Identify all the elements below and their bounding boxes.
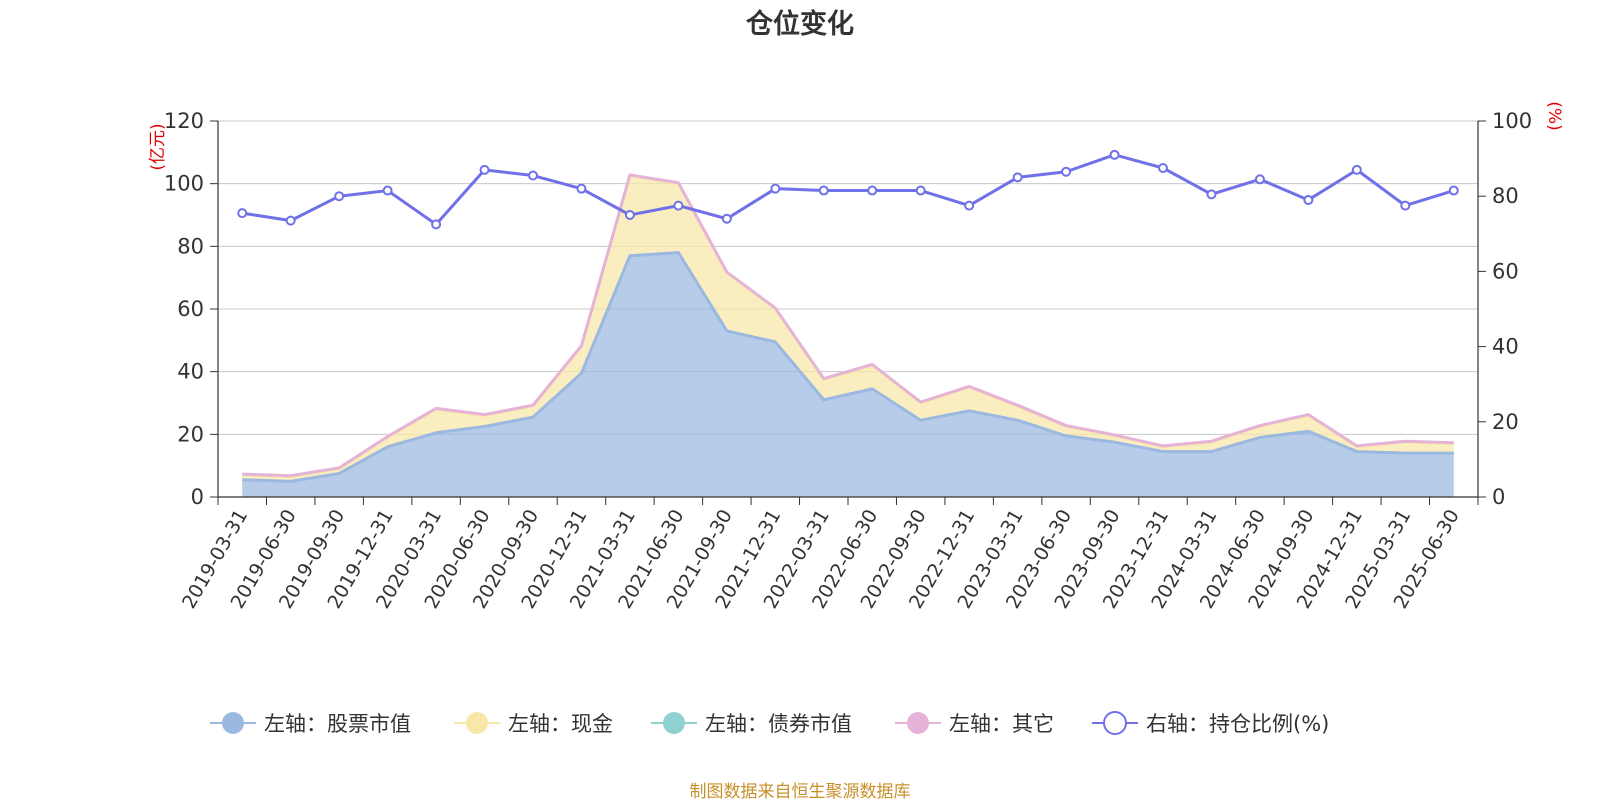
chart-title: 仓位变化 xyxy=(745,8,854,40)
ratio-point xyxy=(721,213,732,224)
ratio-point xyxy=(1158,163,1168,173)
left-tick-label: 120 xyxy=(164,109,204,133)
area-line-4 xyxy=(242,173,1454,478)
ratio-point xyxy=(1303,194,1314,205)
right-tick-label: 60 xyxy=(1492,259,1519,283)
right-tick-label: 80 xyxy=(1492,184,1519,208)
ratio-point xyxy=(479,164,490,175)
ratio-point xyxy=(576,183,587,194)
ratio-point xyxy=(382,185,393,196)
ratio-point xyxy=(334,191,345,202)
ratio-point xyxy=(964,200,975,211)
right-axis-unit: (%) xyxy=(1544,101,1564,130)
ratio-point xyxy=(818,185,829,196)
legend-label: 右轴：持仓比例(%) xyxy=(1146,712,1329,736)
left-tick-label: 80 xyxy=(177,234,204,258)
legend-label: 左轴：债券市值 xyxy=(705,712,852,736)
ratio-polyline xyxy=(242,153,1455,226)
ratio-point xyxy=(1448,185,1459,196)
left-tick-label: 20 xyxy=(177,422,204,446)
area-1 xyxy=(242,252,1454,497)
left-tick-label: 40 xyxy=(177,360,204,384)
ratio-point xyxy=(770,183,781,194)
ratio-point xyxy=(1400,200,1411,211)
left-tick-label: 0 xyxy=(191,485,204,509)
legend-label: 左轴：股票市值 xyxy=(264,712,411,736)
right-tick-label: 0 xyxy=(1492,485,1505,509)
ratio-point xyxy=(1254,174,1265,185)
ratio-point xyxy=(528,170,538,181)
area-line-1 xyxy=(242,251,1454,483)
legend-marker xyxy=(907,712,929,734)
left-tick-label: 100 xyxy=(164,172,204,196)
legend-marker xyxy=(466,712,488,734)
ratio-line xyxy=(237,149,1459,230)
legend-label: 左轴：现金 xyxy=(508,712,613,736)
left-axis-unit: (亿元) xyxy=(148,123,168,170)
legend: 左轴：股票市值 左轴：现金 左轴：债券市值 左轴：其它 右轴：持仓比例(%) xyxy=(210,711,1329,736)
stacked-areas xyxy=(242,173,1454,497)
ratio-point xyxy=(237,208,248,219)
legend-label: 左轴：其它 xyxy=(949,712,1054,736)
ratio-point xyxy=(1206,189,1217,200)
source-note: 制图数据来自恒生聚源数据库 xyxy=(690,782,911,800)
ratio-point xyxy=(1012,172,1023,183)
ratio-point xyxy=(867,185,878,196)
ratio-point xyxy=(1351,164,1362,175)
left-tick-label: 60 xyxy=(177,297,204,321)
legend-marker xyxy=(222,712,244,734)
right-tick-label: 40 xyxy=(1492,335,1519,359)
ratio-point xyxy=(1061,166,1072,177)
ratio-point xyxy=(285,215,296,226)
right-tick-label: 100 xyxy=(1492,109,1532,133)
ratio-point xyxy=(431,219,442,230)
legend-marker xyxy=(1103,711,1127,735)
ratio-point xyxy=(624,210,635,220)
ratio-point xyxy=(673,200,684,211)
legend-marker xyxy=(663,712,685,734)
ratio-point xyxy=(915,185,926,196)
right-tick-label: 20 xyxy=(1492,410,1519,434)
ratio-point xyxy=(1109,149,1120,160)
axes: 0204060801001200204060801002019-03-31201… xyxy=(164,109,1532,612)
